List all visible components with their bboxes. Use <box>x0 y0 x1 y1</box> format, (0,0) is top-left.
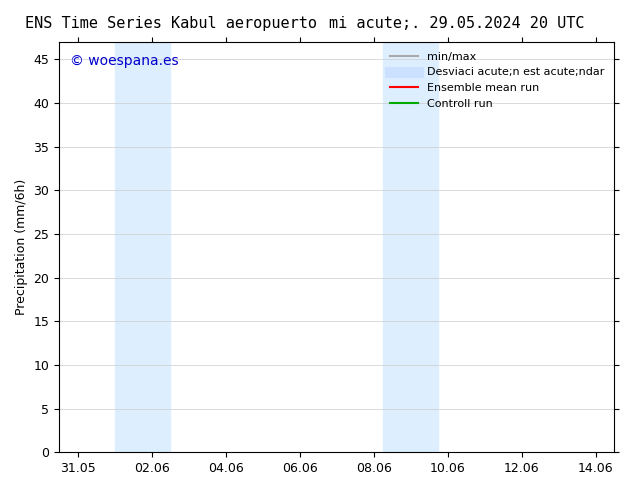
Legend: min/max, Desviaci acute;n est acute;ndar, Ensemble mean run, Controll run: min/max, Desviaci acute;n est acute;ndar… <box>385 48 609 113</box>
Y-axis label: Precipitation (mm/6h): Precipitation (mm/6h) <box>15 179 28 315</box>
Bar <box>115 42 170 452</box>
Text: mi acute;. 29.05.2024 20 UTC: mi acute;. 29.05.2024 20 UTC <box>329 16 584 31</box>
Text: ENS Time Series Kabul aeropuerto: ENS Time Series Kabul aeropuerto <box>25 16 317 31</box>
Text: © woespana.es: © woespana.es <box>70 54 179 68</box>
Bar <box>383 42 438 452</box>
